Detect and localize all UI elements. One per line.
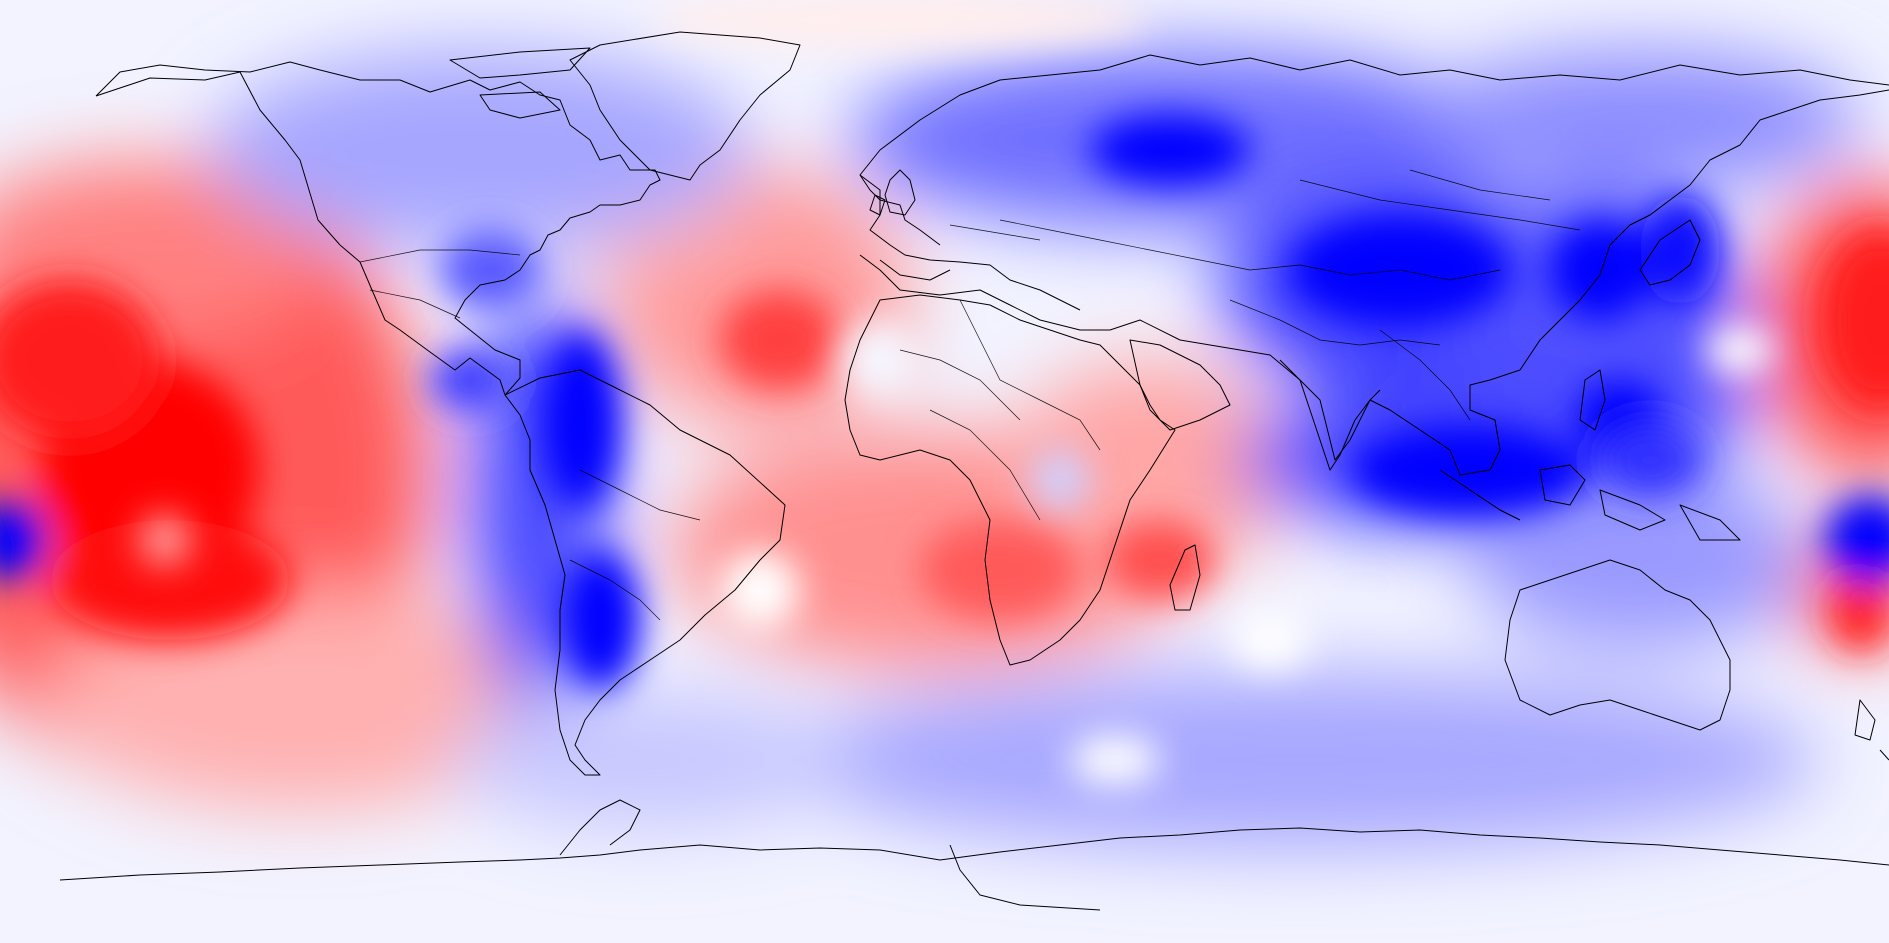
- coast-new-zealand: [1854, 699, 1889, 761]
- coast-japan: [1639, 219, 1701, 286]
- anomaly-field-cores: [0, 115, 1889, 690]
- coast-antarctic-interior-line: [949, 844, 1101, 911]
- coast-antarctic-peninsula: [559, 799, 641, 856]
- country-borders: [359, 169, 1581, 621]
- coast-arabia: [1129, 339, 1231, 431]
- coast-africa: [844, 294, 1176, 666]
- coast-antarctica: [59, 827, 1889, 881]
- coast-philippines: [1579, 369, 1606, 431]
- coast-north-america: [95, 61, 661, 396]
- coast-india: [1279, 359, 1381, 471]
- coastlines: [59, 31, 1889, 911]
- neutral-patches: [140, 0, 1775, 785]
- coast-south-america: [504, 369, 786, 776]
- coast-british-isles: [869, 169, 916, 216]
- coast-madagascar: [1169, 544, 1201, 611]
- coast-australia: [1504, 559, 1731, 731]
- coast-indonesia: [1439, 464, 1741, 541]
- coast-greenland: [569, 31, 801, 181]
- coast-arctic-islands: [449, 47, 591, 119]
